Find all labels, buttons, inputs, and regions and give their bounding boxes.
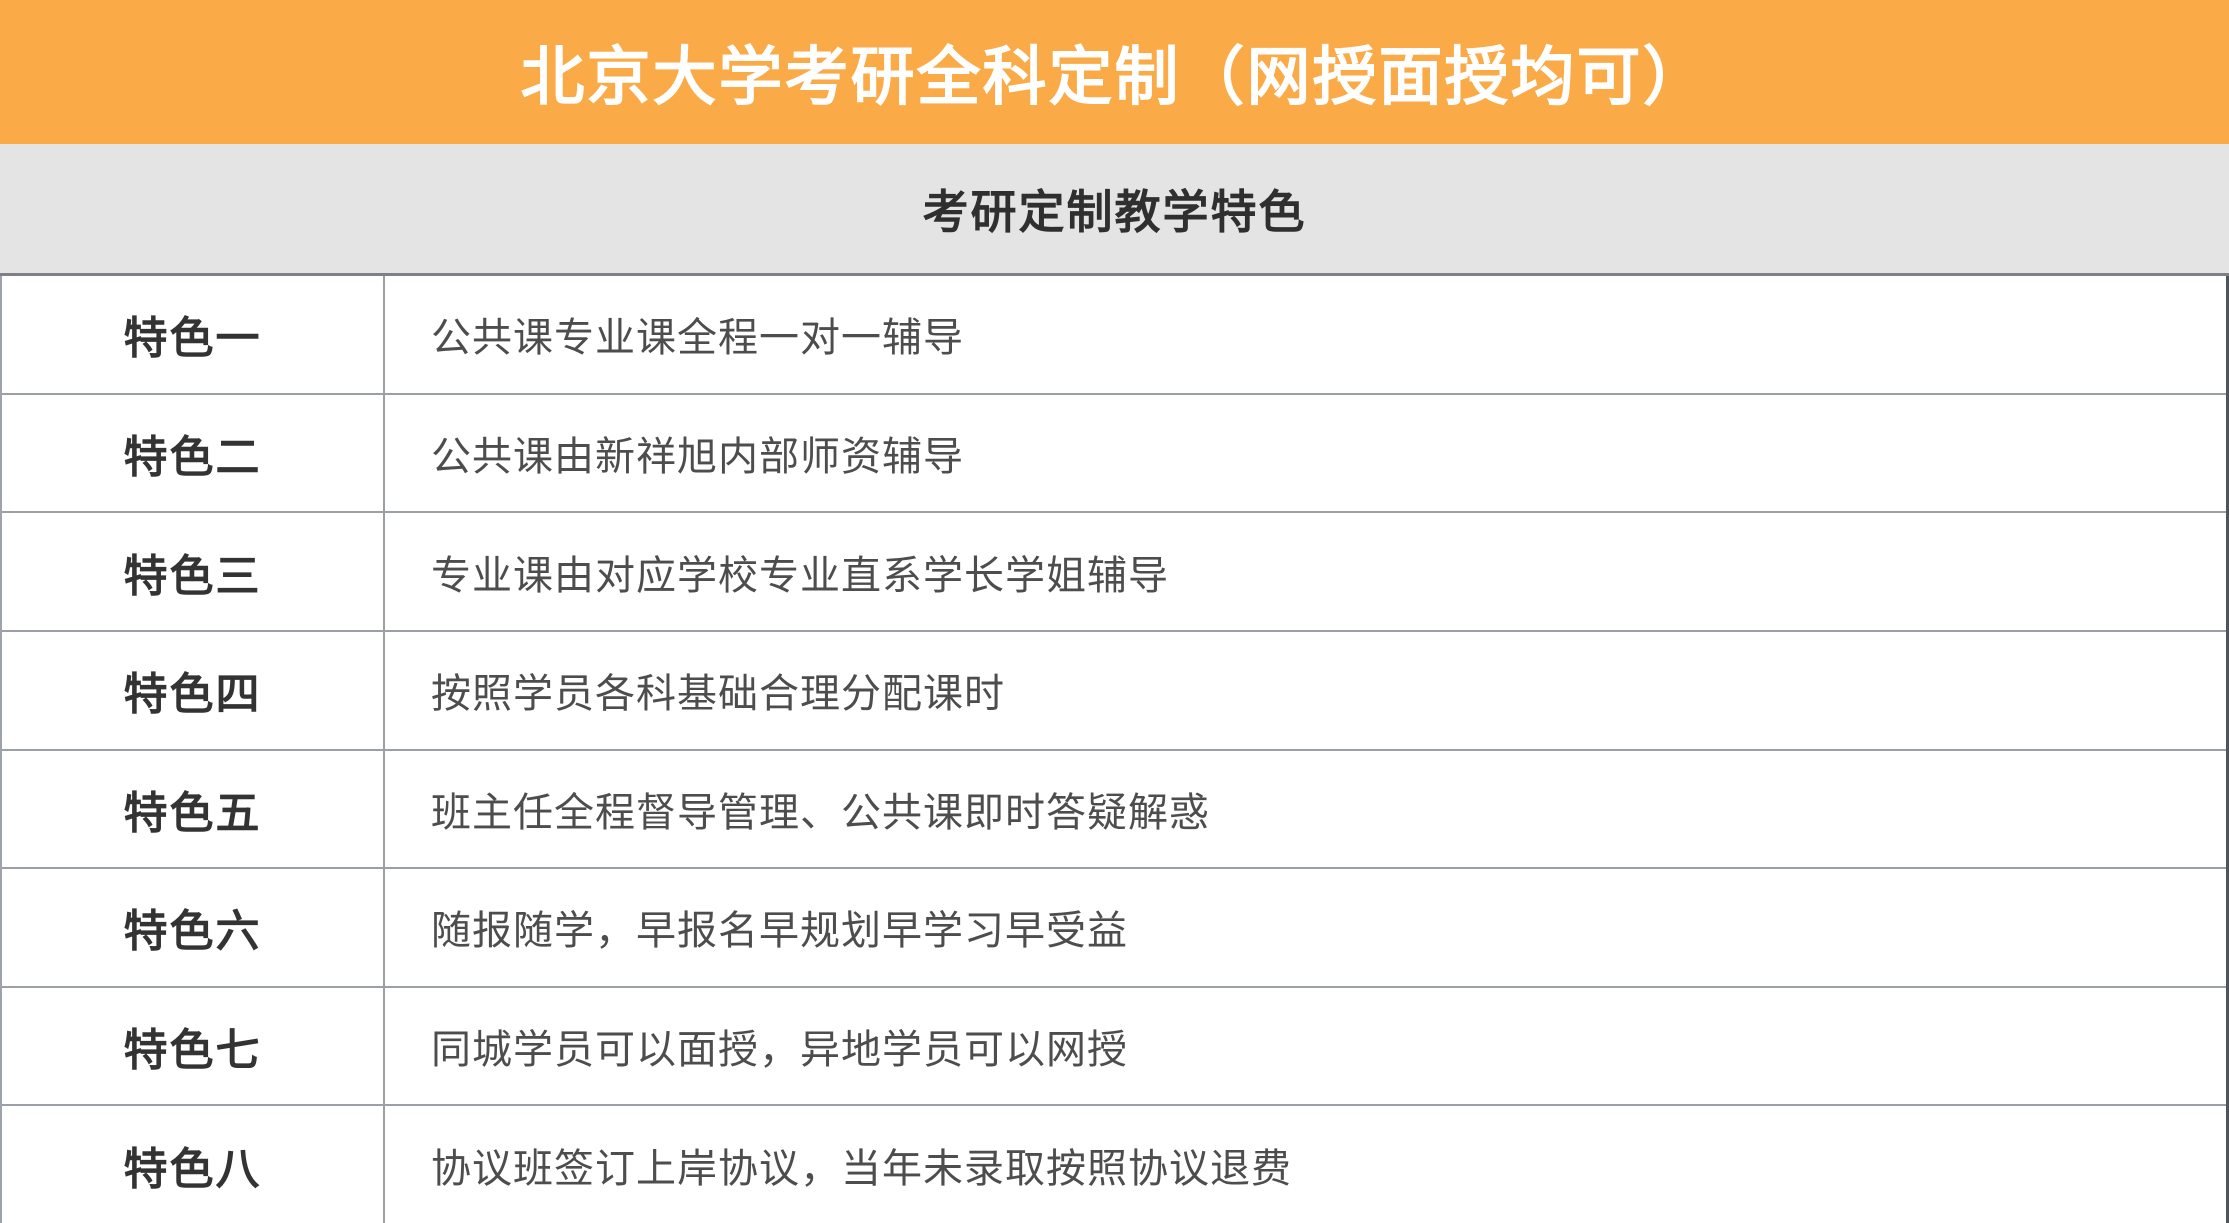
table-row: 特色五 班主任全程督导管理、公共课即时答疑解惑 xyxy=(2,750,2226,870)
table-row: 特色八 协议班签订上岸协议，当年未录取按照协议退费 xyxy=(2,1106,2226,1223)
feature-label: 特色二 xyxy=(123,432,262,482)
feature-content-cell: 班主任全程督导管理、公共课即时答疑解惑 xyxy=(385,751,2226,868)
feature-content-cell: 按照学员各科基础合理分配课时 xyxy=(385,632,2226,749)
feature-label-cell: 特色八 xyxy=(2,1106,385,1223)
table-row: 特色四 按照学员各科基础合理分配课时 xyxy=(2,631,2226,751)
feature-content-cell: 公共课由新祥旭内部师资辅导 xyxy=(385,395,2226,512)
feature-content: 公共课由新祥旭内部师资辅导 xyxy=(431,434,964,479)
feature-content: 班主任全程督导管理、公共课即时答疑解惑 xyxy=(431,790,1210,835)
feature-content-cell: 公共课专业课全程一对一辅导 xyxy=(385,276,2226,393)
feature-content: 同城学员可以面授，异地学员可以网授 xyxy=(431,1028,1128,1073)
feature-content-cell: 专业课由对应学校专业直系学长学姐辅导 xyxy=(385,513,2226,630)
banner-title: 北京大学考研全科定制（网授面授均可） xyxy=(520,41,1709,113)
feature-label-cell: 特色七 xyxy=(2,987,385,1105)
feature-label: 特色五 xyxy=(123,788,262,838)
feature-label: 特色一 xyxy=(123,314,262,364)
feature-content-cell: 同城学员可以面授，异地学员可以网授 xyxy=(385,988,2226,1105)
feature-content: 公共课专业课全程一对一辅导 xyxy=(431,316,964,361)
feature-table: 特色一 公共课专业课全程一对一辅导 特色二 公共课由新祥旭内部师资辅导 特色三 … xyxy=(0,276,2229,1223)
feature-label-cell: 特色六 xyxy=(2,869,385,986)
feature-label: 特色六 xyxy=(123,907,262,957)
table-row: 特色七 同城学员可以面授，异地学员可以网授 xyxy=(2,987,2226,1107)
table-row: 特色六 随报随学，早报名早规划早学习早受益 xyxy=(2,869,2226,988)
feature-label-cell: 特色五 xyxy=(2,750,385,868)
feature-content-cell: 随报随学，早报名早规划早学习早受益 xyxy=(385,869,2226,986)
feature-content: 协议班签订上岸协议，当年未录取按照协议退费 xyxy=(431,1146,1292,1191)
feature-label: 特色八 xyxy=(123,1144,262,1194)
feature-label: 特色三 xyxy=(123,551,262,601)
feature-label-cell: 特色二 xyxy=(2,394,385,512)
table-row: 特色一 公共课专业课全程一对一辅导 xyxy=(2,276,2226,395)
subheader-title: 考研定制教学特色 xyxy=(922,185,1307,238)
feature-content: 按照学员各科基础合理分配课时 xyxy=(431,672,1005,717)
table-row: 特色二 公共课由新祥旭内部师资辅导 xyxy=(2,394,2226,514)
feature-label: 特色七 xyxy=(123,1026,262,1076)
table-row: 特色三 专业课由对应学校专业直系学长学姐辅导 xyxy=(2,513,2226,632)
feature-content-cell: 协议班签订上岸协议，当年未录取按照协议退费 xyxy=(385,1106,2226,1223)
subheader: 考研定制教学特色 xyxy=(0,144,2229,276)
feature-label-cell: 特色四 xyxy=(2,631,385,749)
feature-label: 特色四 xyxy=(123,670,262,720)
feature-label-cell: 特色一 xyxy=(2,276,385,393)
feature-content: 专业课由对应学校专业直系学长学姐辅导 xyxy=(431,553,1169,598)
banner: 北京大学考研全科定制（网授面授均可） xyxy=(0,0,2229,144)
feature-content: 随报随学，早报名早规划早学习早受益 xyxy=(431,909,1128,954)
feature-label-cell: 特色三 xyxy=(2,513,385,630)
